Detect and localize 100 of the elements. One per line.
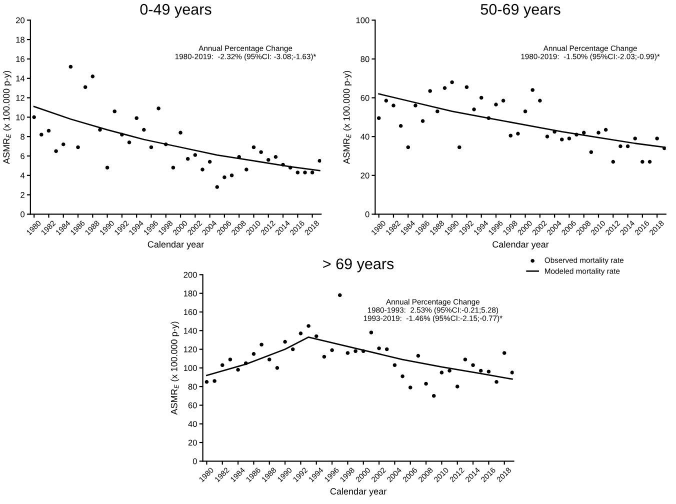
point bbox=[314, 334, 318, 338]
point bbox=[440, 370, 444, 374]
y-axis-title: ASMR$_{E}$ (x 100.000 p-y) bbox=[2, 70, 12, 164]
y-tick-label: 20 bbox=[188, 440, 197, 446]
point bbox=[76, 145, 80, 150]
point bbox=[310, 170, 314, 174]
point bbox=[392, 363, 397, 368]
y-tick-label: 0 bbox=[365, 211, 370, 218]
point bbox=[134, 116, 138, 120]
y-tick-label: 140 bbox=[184, 328, 197, 334]
point bbox=[112, 109, 117, 114]
point bbox=[478, 368, 483, 373]
point bbox=[338, 293, 342, 298]
point bbox=[266, 158, 270, 162]
y-tick-label: 8 bbox=[20, 134, 24, 140]
point bbox=[604, 128, 608, 132]
point bbox=[560, 138, 564, 142]
y-tick-label: 14 bbox=[16, 76, 25, 82]
point bbox=[303, 170, 307, 174]
point bbox=[32, 115, 36, 120]
line-series bbox=[206, 336, 513, 380]
point bbox=[420, 119, 425, 123]
point bbox=[120, 132, 124, 137]
y-tick-label: 18 bbox=[16, 36, 25, 43]
point bbox=[281, 162, 285, 167]
point bbox=[61, 142, 66, 146]
point bbox=[346, 351, 350, 355]
point bbox=[633, 136, 638, 140]
point bbox=[149, 145, 154, 150]
y-tick-label: 6 bbox=[20, 153, 24, 160]
point bbox=[486, 116, 491, 120]
y-tick-label: 40 bbox=[188, 421, 197, 427]
point bbox=[611, 160, 616, 164]
y-tick-label: 120 bbox=[184, 346, 197, 352]
point bbox=[486, 370, 491, 374]
y-tick-label: 20 bbox=[16, 17, 25, 24]
y-tick-label: 100 bbox=[356, 17, 370, 24]
point bbox=[306, 324, 310, 328]
point bbox=[424, 382, 428, 386]
point bbox=[384, 98, 388, 103]
point bbox=[68, 64, 73, 69]
y-tick-label: 160 bbox=[184, 309, 197, 316]
point bbox=[290, 347, 295, 352]
y-tick-label: 60 bbox=[360, 94, 370, 101]
point bbox=[432, 394, 436, 398]
y-tick-label: 80 bbox=[360, 56, 370, 62]
y-tick-label: 12 bbox=[16, 94, 24, 101]
point bbox=[589, 150, 594, 154]
y-tick-label: 10 bbox=[16, 114, 25, 120]
point bbox=[200, 168, 204, 172]
y-tick-label: 4 bbox=[20, 172, 25, 178]
point bbox=[416, 354, 420, 358]
point bbox=[267, 358, 272, 362]
y-tick-label: 60 bbox=[188, 402, 197, 408]
point bbox=[354, 349, 358, 354]
point bbox=[464, 85, 469, 89]
point bbox=[457, 145, 462, 150]
point bbox=[501, 98, 506, 103]
point bbox=[472, 108, 476, 112]
point bbox=[596, 130, 600, 135]
point bbox=[494, 380, 498, 384]
point bbox=[252, 352, 256, 356]
point bbox=[552, 130, 556, 134]
point bbox=[204, 380, 209, 384]
point bbox=[222, 175, 226, 180]
point bbox=[298, 332, 303, 336]
point bbox=[626, 144, 630, 148]
point bbox=[448, 368, 452, 373]
point bbox=[244, 361, 248, 366]
point bbox=[208, 160, 212, 164]
point bbox=[215, 185, 220, 189]
chart-title: > 69 years bbox=[323, 258, 394, 272]
point bbox=[40, 132, 44, 137]
point bbox=[236, 368, 240, 372]
point bbox=[171, 166, 176, 170]
point bbox=[408, 386, 412, 390]
point bbox=[648, 160, 652, 164]
y-tick-label: 100 bbox=[184, 365, 197, 372]
point bbox=[436, 109, 440, 114]
chart-title: 0-49 years bbox=[140, 4, 212, 18]
y-tick-label: 16 bbox=[16, 56, 24, 62]
y-tick-label: 2 bbox=[20, 192, 24, 198]
point bbox=[98, 128, 102, 132]
y-tick-label: 20 bbox=[360, 172, 370, 178]
y-tick-label: 0 bbox=[192, 458, 197, 464]
point bbox=[105, 166, 110, 170]
point bbox=[178, 130, 182, 135]
point bbox=[377, 346, 381, 350]
point bbox=[244, 168, 248, 172]
point bbox=[567, 136, 572, 140]
point bbox=[90, 74, 95, 78]
y-axis-title: ASMR$_{E}$ (x 100.000 p-y) bbox=[343, 70, 352, 164]
point bbox=[640, 160, 644, 164]
point bbox=[442, 86, 447, 90]
point bbox=[450, 80, 454, 84]
point bbox=[230, 173, 234, 178]
point bbox=[494, 102, 498, 106]
point bbox=[220, 363, 224, 368]
y-tick-label: 80 bbox=[188, 384, 197, 390]
point bbox=[508, 134, 513, 138]
